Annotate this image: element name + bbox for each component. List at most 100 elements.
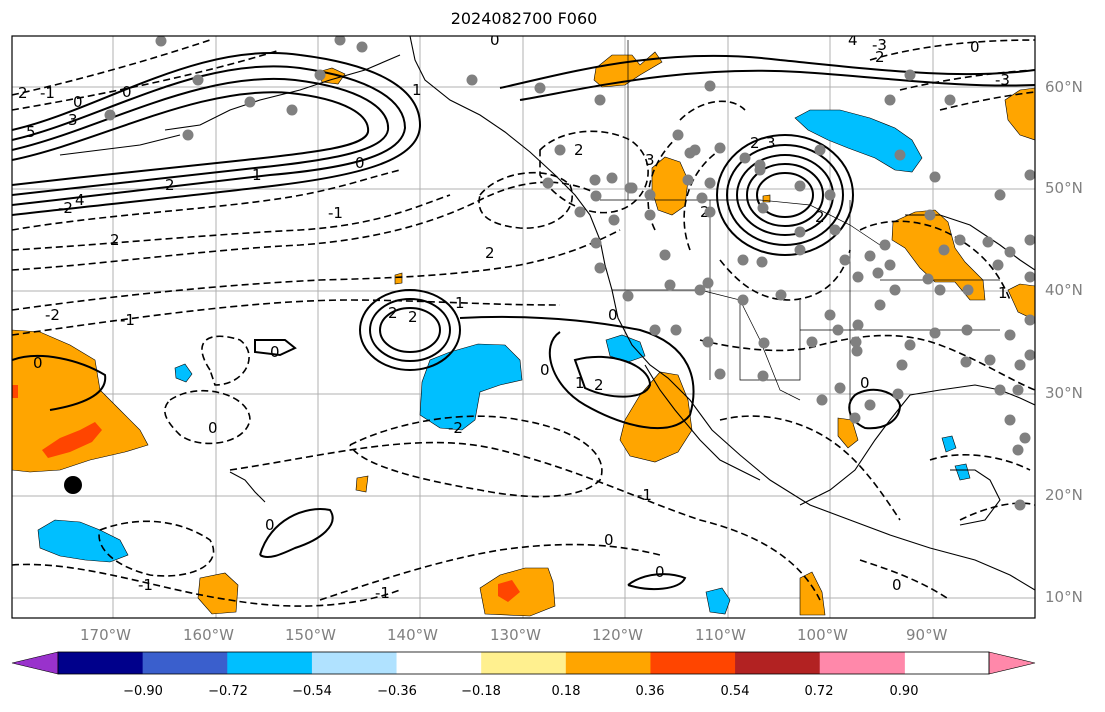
station-dot [644,209,656,221]
svg-text:-1: -1 [637,486,652,504]
station-dot [832,324,844,336]
colorbar-tick: 0.90 [889,684,919,699]
station-dot [794,180,806,192]
station-dot [864,250,876,262]
station-dot [757,202,769,214]
station-dot [984,354,996,366]
station-dot [739,152,751,164]
station-dot [644,189,656,201]
colorbar-segment [650,652,736,674]
lat-label-60: 60°N [1045,78,1083,96]
station-dot [624,182,636,194]
lon-label-90w: 90°W [906,626,948,644]
colorbar-tick: −0.18 [461,684,501,699]
station-dot [824,309,836,321]
colorbar-extend-min [11,651,59,675]
station-dot [1024,271,1035,283]
station-dot [286,104,298,116]
station-dot [851,345,863,357]
svg-text:0: 0 [270,343,280,361]
lat-label-40: 40°N [1045,281,1083,299]
colorbar-segment [227,652,313,674]
colorbar-tick: 0.54 [720,684,750,699]
station-dot [689,144,701,156]
svg-text:1: 1 [455,294,465,312]
svg-text:2: 2 [485,244,495,262]
station-dot [622,290,634,302]
lon-label-150w: 150°W [285,626,336,644]
station-dot [1024,234,1035,246]
colorbar-extend-max [988,651,1036,675]
svg-text:1: 1 [998,284,1008,302]
colorbar [11,651,1036,675]
colorbar-tick: 0.18 [551,684,581,699]
svg-text:1: 1 [412,81,422,99]
svg-text:0: 0 [490,31,500,49]
svg-text:-2: -2 [58,199,73,217]
station-dot [992,259,1004,271]
svg-text:0: 0 [860,374,870,392]
colorbar-tick: −0.90 [123,684,163,699]
station-dot [896,359,908,371]
station-dot [892,388,904,400]
lon-label-120w: 120°W [592,626,643,644]
station-dot [694,284,706,296]
colorbar-tick: 0.36 [635,684,665,699]
svg-text:0: 0 [892,576,902,594]
station-dot [244,96,256,108]
lat-label-50: 50°N [1045,179,1083,197]
svg-text:5: 5 [26,123,36,141]
solid-contours [12,51,1035,590]
station-dot [1004,414,1016,426]
station-markers [104,36,1035,511]
svg-text:3: 3 [68,111,78,129]
svg-text:2: 2 [18,84,28,102]
map-title: 2024082700 F060 [450,9,598,28]
station-dot [704,80,716,92]
station-dot [960,356,972,368]
svg-text:-2: -2 [448,419,463,437]
station-dot [589,174,601,186]
svg-text:2: 2 [408,308,418,326]
station-dot [659,249,671,261]
svg-text:0: 0 [655,563,665,581]
svg-text:-1: -1 [138,576,153,594]
positive-anomaly-fills [12,51,1035,617]
lon-label-100w: 100°W [797,626,848,644]
colorbar-tick: 0.72 [804,684,834,699]
station-dot [356,41,368,53]
svg-text:4: 4 [848,31,858,49]
station-dot [1024,314,1035,326]
station-dot [816,394,828,406]
station-dot [758,337,770,349]
colorbar-tick: −0.36 [377,684,417,699]
station-dot [314,69,326,81]
station-dot [904,69,916,81]
svg-text:0: 0 [33,354,43,372]
lon-label-110w: 110°W [695,626,746,644]
station-dot [814,144,826,156]
station-dot [606,172,618,184]
station-dot [852,319,864,331]
storm-marker [64,476,82,494]
station-dot [1014,499,1026,511]
lat-label-20: 20°N [1045,486,1083,504]
lon-label-140w: 140°W [387,626,438,644]
station-dot [704,177,716,189]
station-dot [649,324,661,336]
station-dot [834,382,846,394]
colorbar-segment [396,652,482,674]
station-dot [1012,384,1024,396]
station-dot [672,129,684,141]
station-dot [757,370,769,382]
station-dot [682,174,694,186]
station-dot [889,284,901,296]
svg-text:2: 2 [875,48,885,66]
lon-label-160w: 160°W [183,626,234,644]
svg-text:4: 4 [75,191,85,209]
station-dot [872,267,884,279]
colorbar-segment [311,652,398,674]
colorbar-segment [481,652,567,674]
station-dot [924,209,936,221]
station-dot [864,399,876,411]
